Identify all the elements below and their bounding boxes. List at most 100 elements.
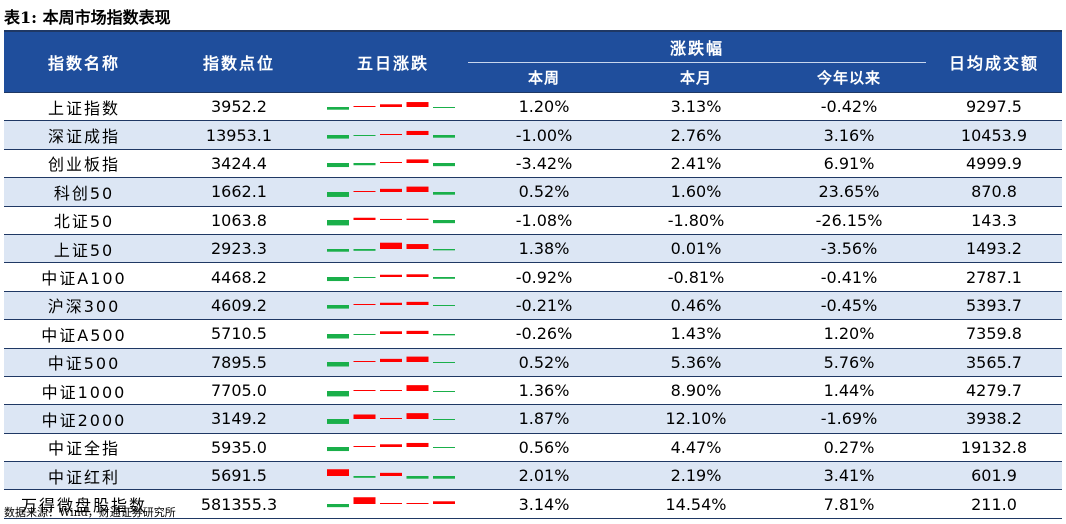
sparkline-bar: [406, 356, 429, 363]
sparkline-bar: [380, 242, 402, 249]
five-day-sparkline: [318, 405, 468, 432]
week-change: -1.00%: [515, 125, 573, 145]
index-level: 7895.5: [211, 352, 267, 372]
sparkline-bar: [433, 475, 455, 479]
week-change: -0.21%: [515, 295, 573, 315]
month-change: 0.01%: [670, 239, 722, 259]
sparkline-bar: [406, 384, 429, 391]
sparkline-bar: [433, 447, 455, 449]
daily-volume: 7359.8: [966, 324, 1022, 344]
header-week: 本周: [527, 68, 560, 87]
sparkline-bar: [433, 163, 455, 167]
index-name: 创业板指: [47, 155, 120, 175]
sparkline-bar: [406, 302, 429, 306]
daily-volume: 143.3: [971, 210, 1017, 230]
sparkline-bar: [380, 303, 402, 306]
index-name: 中证红利: [47, 467, 120, 487]
table-row: 中证A500 5710.5 -0.26% 1.43% 1.20% 7359.8: [4, 319, 1062, 347]
index-name: 科创50: [53, 183, 115, 203]
sparkline-svg: [327, 413, 455, 424]
index-level: 5710.5: [211, 324, 267, 344]
index-level: 3952.2: [211, 97, 267, 117]
source-note: 数据来源：Wind，财通证券研究所: [4, 506, 176, 519]
week-change: 0.56%: [518, 437, 570, 457]
daily-volume: 10453.9: [960, 125, 1028, 145]
daily-volume: 870.8: [971, 182, 1017, 202]
month-change: 1.43%: [670, 324, 722, 344]
sparkline-bar: [353, 218, 376, 221]
index-name: 深证成指: [47, 127, 120, 147]
table-row: 中证500 7895.5 0.52% 5.36% 5.76% 3565.7: [4, 347, 1062, 376]
week-change: -0.92%: [515, 267, 573, 287]
sparkline-bar: [380, 472, 402, 476]
table-row: 中证全指 5935.0 0.56% 4.47% 0.27% 19132.8: [4, 432, 1062, 461]
month-change: 1.60%: [670, 182, 722, 202]
market-index-table: 指数名称 指数点位 五日涨跌 涨跌幅 本周 本月 今年以来 日均成交额 上证指数…: [4, 30, 1062, 519]
week-change: -1.08%: [515, 210, 573, 230]
sparkline-svg: [327, 330, 455, 339]
header-month: 本月: [679, 68, 712, 87]
header-change: 涨跌幅: [669, 39, 724, 58]
five-day-sparkline: [318, 462, 468, 489]
month-change: 0.46%: [670, 295, 722, 315]
sparkline-bar: [353, 304, 376, 306]
five-day-sparkline: [318, 150, 468, 177]
sparkline-bar: [353, 497, 376, 505]
sparkline-bar: [327, 163, 349, 168]
sparkline-bar: [433, 277, 455, 279]
ytd-change: -26.15%: [815, 210, 883, 230]
index-level: 1662.1: [211, 182, 267, 202]
five-day-sparkline: [318, 349, 468, 376]
sparkline-bar: [327, 191, 349, 197]
sparkline-bar: [327, 333, 349, 339]
table-row: 中证A100 4468.2 -0.92% -0.81% -0.41% 2787.1: [4, 262, 1062, 290]
five-day-sparkline: [318, 292, 468, 319]
sparkline-bar: [327, 106, 349, 110]
sparkline-bar: [406, 159, 429, 164]
sparkline-bar: [353, 248, 376, 251]
sparkline-bar: [327, 362, 349, 367]
ytd-change: 5.76%: [823, 352, 875, 372]
daily-volume: 4279.7: [966, 381, 1022, 401]
daily-volume: 601.9: [971, 466, 1017, 486]
daily-volume: 1493.2: [966, 239, 1022, 259]
index-name: 中证全指: [47, 439, 120, 459]
sparkline-svg: [327, 101, 455, 110]
index-name: 中证2000: [41, 410, 127, 430]
sparkline-bar: [327, 220, 349, 226]
sparkline-bar: [406, 413, 429, 419]
month-change: 8.90%: [670, 381, 722, 401]
index-level: 4468.2: [211, 267, 267, 287]
sparkline-bar: [380, 134, 402, 136]
index-name: 中证1000: [41, 382, 127, 402]
month-change: 12.10%: [665, 409, 727, 429]
sparkline-bar: [380, 274, 402, 278]
sparkline-bar: [327, 469, 349, 476]
sparkline-bar: [353, 135, 376, 137]
sparkline-svg: [327, 443, 455, 452]
index-name: 中证500: [47, 354, 121, 374]
five-day-sparkline: [318, 377, 468, 404]
sparkline-bar: [433, 135, 455, 138]
five-day-sparkline: [318, 178, 468, 205]
week-change: 2.01%: [518, 466, 570, 486]
five-day-sparkline: [318, 207, 468, 234]
month-change: 14.54%: [665, 494, 727, 514]
table-row: 沪深300 4609.2 -0.21% 0.46% -0.45% 5393.7: [4, 290, 1062, 320]
week-change: 0.52%: [518, 352, 570, 372]
ytd-change: -3.56%: [820, 239, 878, 259]
sparkline-bar: [380, 503, 402, 505]
table-row: 深证成指 13953.1 -1.00% 2.76% 3.16% 10453.9: [4, 120, 1062, 149]
sparkline-bar: [353, 446, 376, 448]
sparkline-bar: [327, 277, 349, 282]
sparkline-bar: [406, 443, 429, 448]
sparkline-bar: [433, 191, 455, 195]
month-change: 2.76%: [670, 125, 722, 145]
sparkline-bar: [406, 101, 429, 107]
sparkline-bar: [353, 475, 376, 478]
week-change: -3.42%: [515, 153, 573, 173]
ytd-change: 6.91%: [823, 153, 875, 173]
index-level: 4609.2: [211, 295, 267, 315]
sparkline-bar: [327, 135, 349, 139]
five-day-sparkline: [318, 434, 468, 461]
